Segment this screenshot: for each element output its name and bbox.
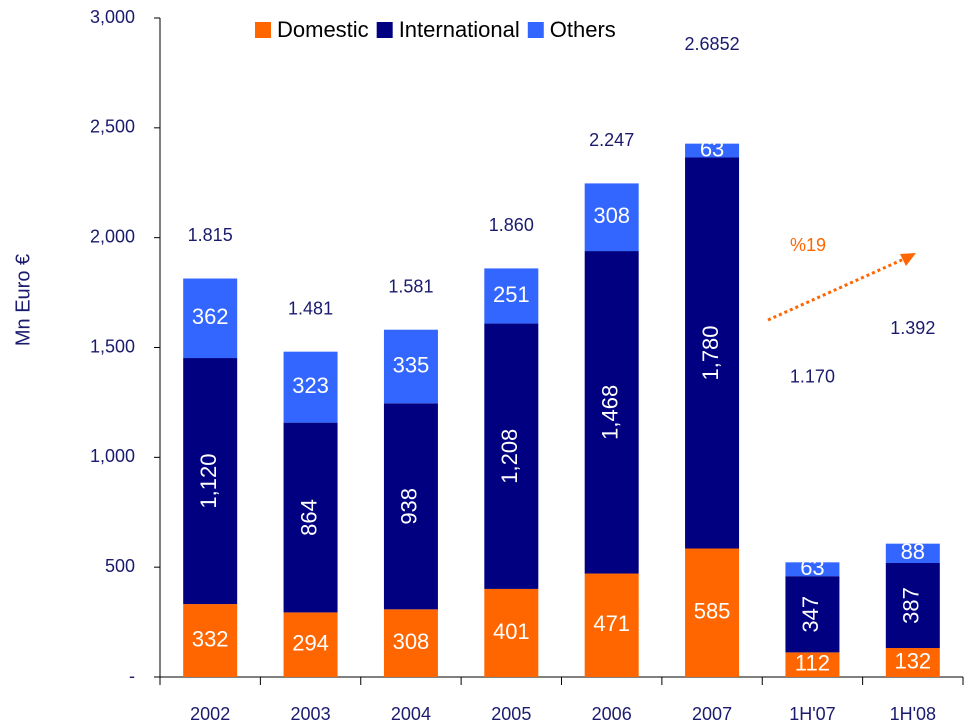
bar-segment: [484, 323, 539, 589]
bar-segment: [584, 573, 639, 677]
data-label: 63: [800, 555, 824, 580]
bar-segment: [885, 648, 940, 677]
bar-segment: [183, 358, 238, 605]
bar-segment: [785, 562, 840, 577]
arrow-head: [900, 253, 916, 266]
x-tick-label: 2004: [391, 704, 431, 724]
x-tick-label: 2007: [692, 704, 732, 724]
data-label: 112: [795, 651, 830, 676]
y-tick-label: 1,000: [90, 446, 135, 466]
data-label: 132: [894, 648, 931, 673]
data-label: 347: [798, 596, 823, 633]
legend-swatch: [255, 22, 271, 38]
x-tick-label: 1H'07: [789, 704, 835, 724]
total-label: 1.860: [489, 215, 534, 235]
data-label: 308: [393, 629, 430, 654]
y-tick-label: 2,500: [90, 117, 135, 137]
bar-segment: [685, 157, 740, 549]
bar-segment: [785, 652, 840, 677]
data-label: 335: [393, 352, 430, 377]
y-tick-label: 1,500: [90, 336, 135, 356]
x-tick-label: 2003: [291, 704, 331, 724]
data-label: 362: [192, 304, 229, 329]
bar-segment: [584, 251, 639, 574]
x-tick-label: 2006: [592, 704, 632, 724]
y-tick-label: 3,000: [90, 7, 135, 27]
data-label: 471: [593, 611, 630, 636]
total-label: 1.581: [388, 276, 433, 296]
bar-segment: [383, 403, 438, 610]
data-label: 1,780: [698, 325, 723, 380]
data-label: 585: [694, 599, 731, 624]
data-label: 332: [192, 626, 229, 651]
annotation: %19: [790, 235, 826, 255]
data-label: 63: [700, 136, 724, 161]
bar-segment: [383, 329, 438, 404]
x-tick-label: 1H'08: [890, 704, 936, 724]
y-tick-label: 2,000: [90, 226, 135, 246]
trend-arrow: [767, 257, 905, 322]
bar-segment: [283, 351, 338, 423]
data-label: 323: [292, 373, 329, 398]
data-label: 88: [901, 539, 925, 564]
x-tick-label: 2005: [491, 704, 531, 724]
bar-segment: [383, 609, 438, 677]
bar-segment: [584, 183, 639, 252]
legend-label: International: [399, 17, 520, 42]
bar-segment: [283, 422, 338, 613]
x-tick-label: 2002: [190, 704, 230, 724]
total-label: 2.247: [589, 130, 634, 150]
bar-segment: [183, 604, 238, 677]
total-label: 1.392: [890, 318, 935, 338]
bar-segment: [484, 268, 539, 324]
total-label: 1.481: [288, 298, 333, 318]
bar-segment: [283, 612, 338, 677]
total-label: 1.815: [188, 225, 233, 245]
bar-segment: [885, 543, 940, 563]
bar-segment: [785, 576, 840, 653]
data-label: 308: [593, 203, 630, 228]
y-axis-label: Mn Euro €: [12, 254, 34, 346]
bar-segment: [484, 588, 539, 677]
data-label: 251: [493, 282, 530, 307]
data-label: 294: [292, 631, 329, 656]
y-tick-label: -: [129, 666, 135, 686]
bar-segment: [183, 278, 238, 359]
data-label: 401: [493, 619, 530, 644]
bar-segment: [685, 548, 740, 677]
bar-segment: [685, 143, 740, 158]
legend-label: Others: [550, 17, 616, 42]
data-label: 864: [296, 499, 321, 536]
legend-label: Domestic: [277, 17, 369, 42]
total-label: 2.6852: [685, 34, 740, 54]
data-label: 1,208: [497, 429, 522, 484]
bar-segment: [885, 562, 940, 649]
data-label: 1,120: [196, 454, 221, 509]
legend-swatch: [527, 22, 544, 38]
data-label: 1,468: [598, 385, 623, 440]
y-tick-label: 500: [105, 556, 135, 576]
data-label: 387: [899, 587, 924, 624]
total-label: 1.170: [790, 367, 835, 387]
legend-swatch: [376, 22, 393, 38]
data-label: 938: [397, 488, 422, 525]
